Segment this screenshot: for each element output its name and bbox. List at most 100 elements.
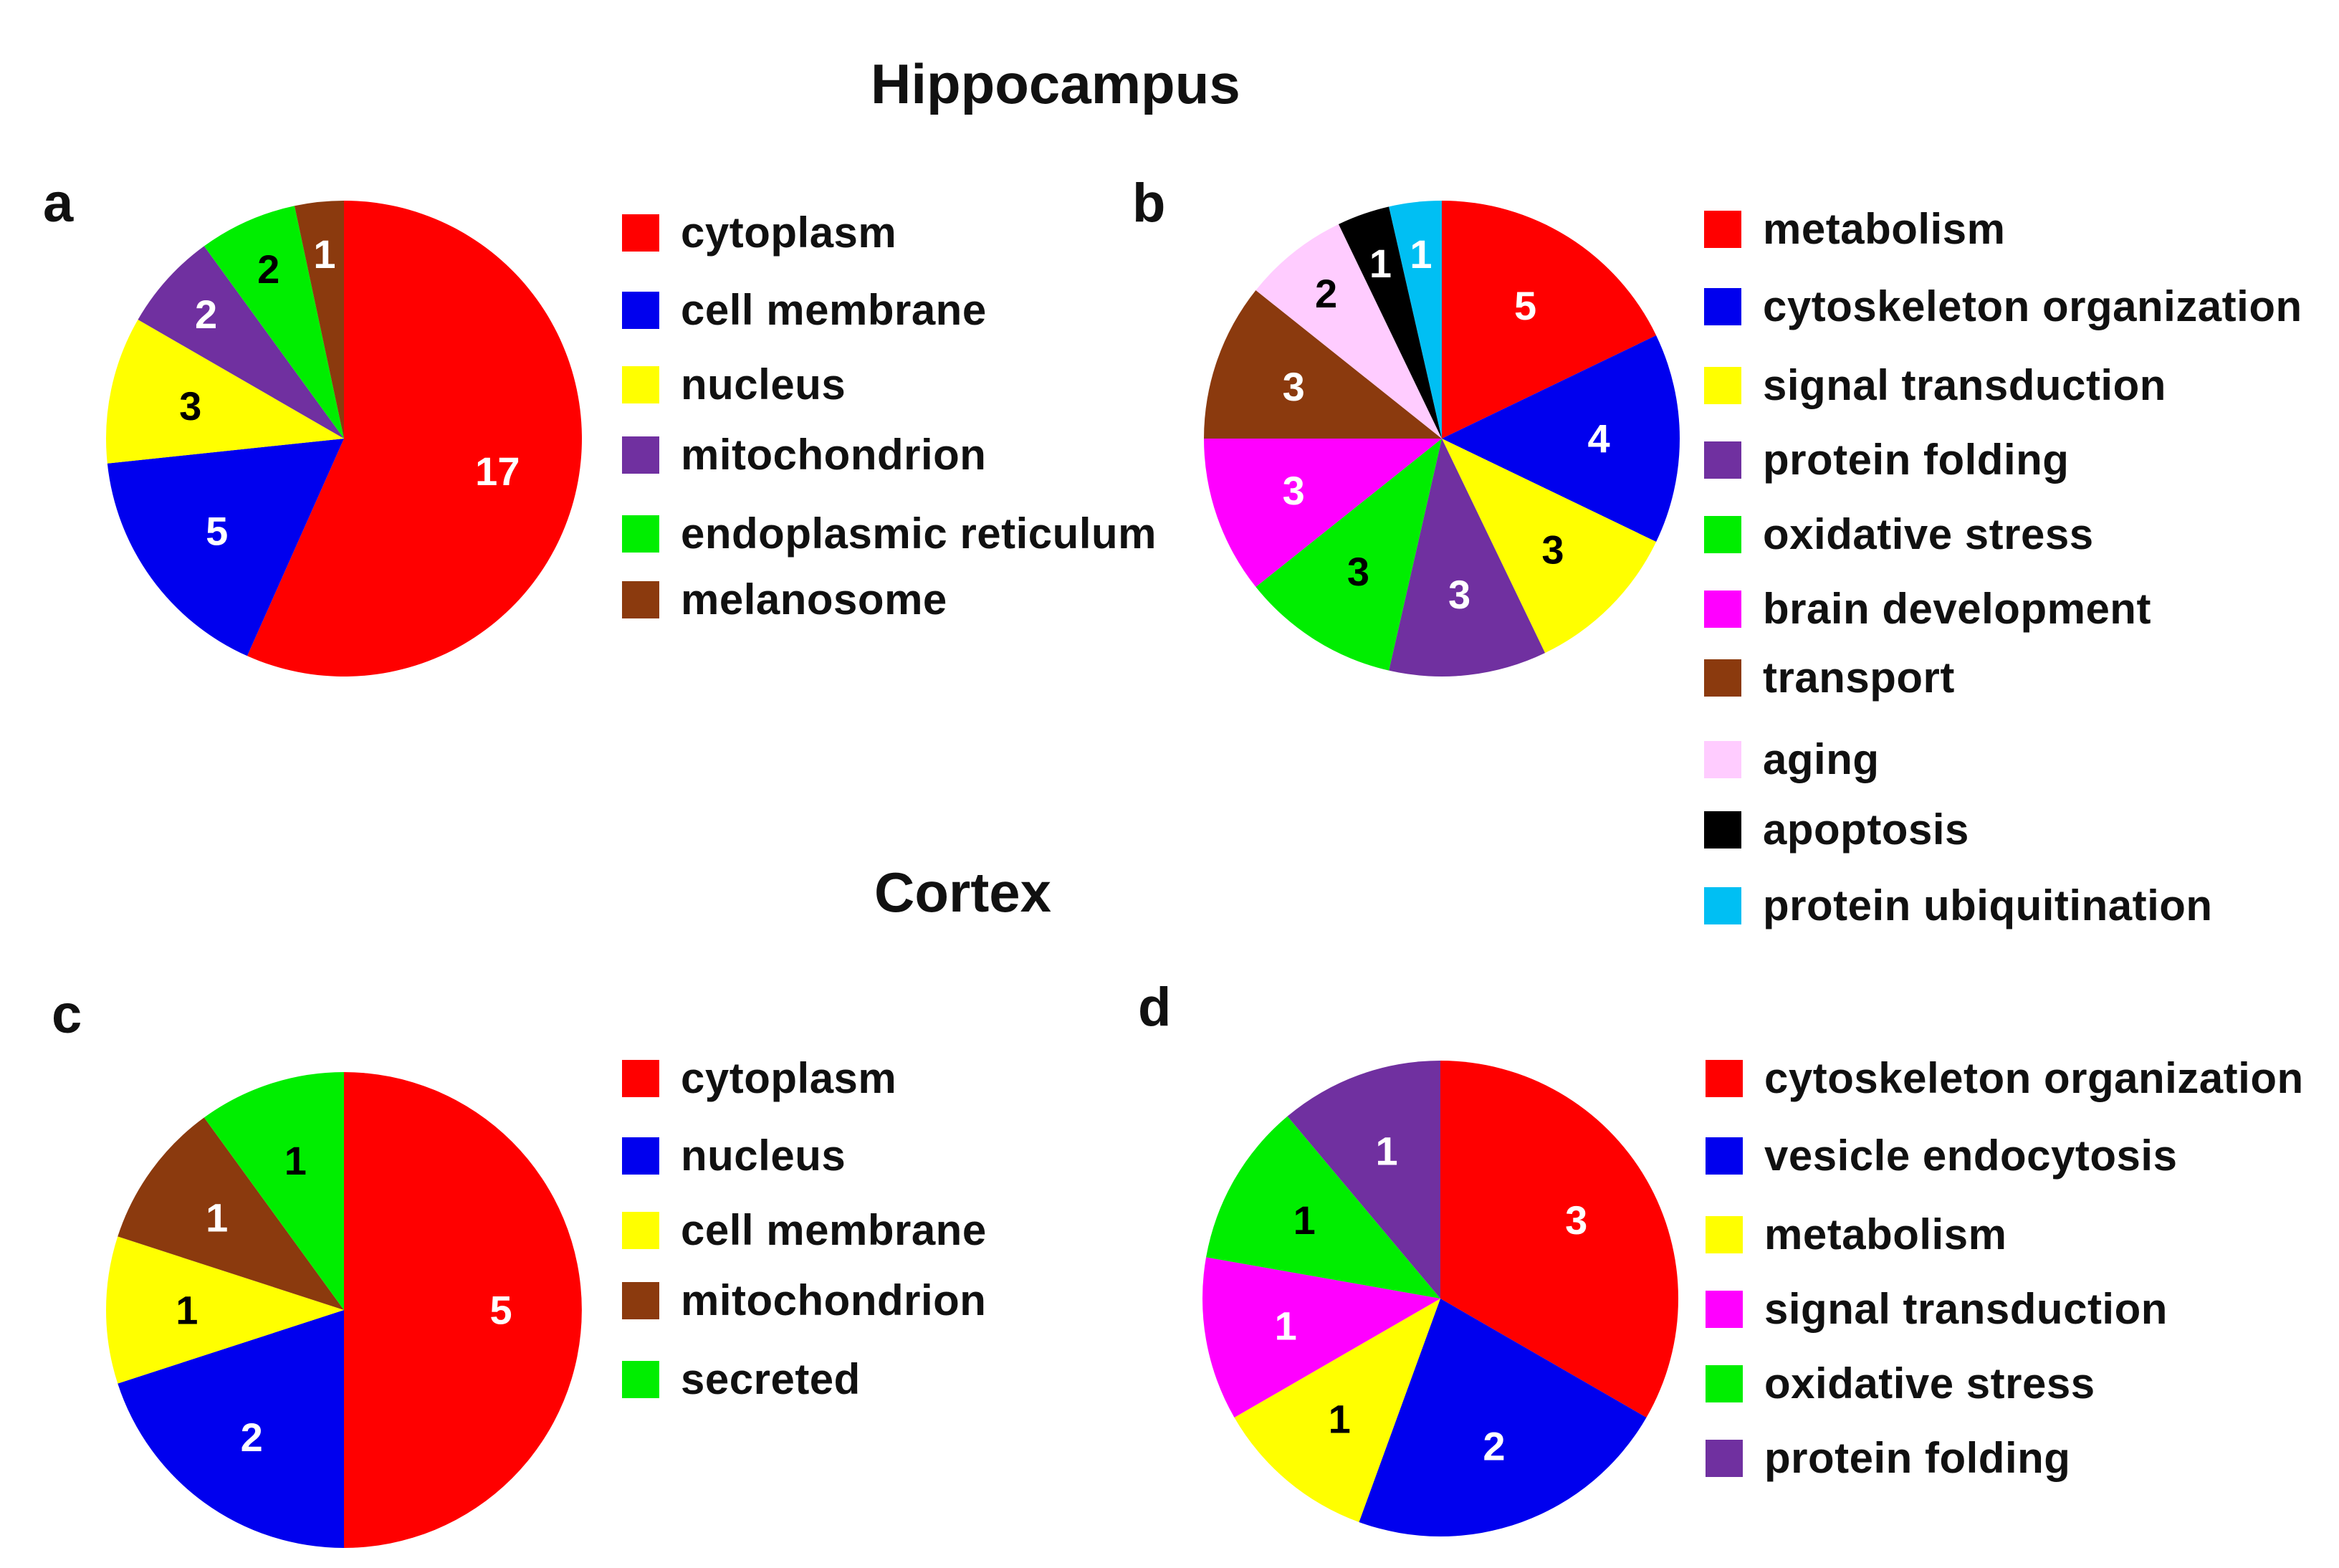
pie-c-slice-cytoplasm (344, 1072, 582, 1548)
legend-label: mitochondrion (681, 431, 987, 479)
pie-c-slice-cell-membrane (106, 1236, 344, 1384)
legend-b-item-apoptosis: apoptosis (1704, 805, 1969, 854)
legend-a-item-cell-membrane: cell membrane (622, 285, 987, 335)
legend-a-item-cytoplasm: cytoplasm (622, 208, 896, 257)
legend-c-item-nucleus: nucleus (622, 1131, 846, 1180)
legend-label: cell membrane (681, 1206, 987, 1254)
legend-label: metabolism (1763, 205, 2006, 253)
pie-a-slice-endoplasmic-reticulum (204, 206, 344, 439)
legend-a-item-mitochondrion: mitochondrion (622, 430, 986, 479)
legend-b-item-metabolism: metabolism (1704, 204, 2005, 254)
pie-b-slice-cytoskeleton-organization (1442, 335, 1680, 542)
pie-c-slice-nucleus (118, 1310, 344, 1548)
legend-swatch (622, 365, 659, 403)
legend-c-item-mitochondrion: mitochondrion (622, 1276, 986, 1325)
legend-swatch (622, 214, 659, 252)
pie-c-slice-mitochondrion (118, 1117, 344, 1310)
pie-b-slice-metabolism (1442, 201, 1657, 439)
pie-c-value-label: 1 (284, 1138, 307, 1183)
legend-b-item-aging: aging (1704, 735, 1880, 784)
pie-b-value-label: 2 (1315, 271, 1337, 316)
legend-swatch (622, 580, 659, 618)
pie-b-value-label: 1 (1369, 241, 1392, 286)
pie-c-value-label: 2 (241, 1415, 263, 1460)
legend-swatch (1704, 590, 1741, 628)
legend-label: oxidative stress (1763, 510, 2094, 558)
legend-c: cytoplasm nucleus cell membrane mitochondri… (622, 1053, 1124, 1412)
legend-swatch (1704, 811, 1741, 848)
pie-chart-c: 5 2 1 1 1 (106, 1072, 582, 1548)
legend-a-item-endoplasmic-reticulum: endoplasmic reticulum (622, 509, 1157, 558)
legend-label: cytoskeleton organization (1763, 282, 2302, 330)
legend-label: secreted (681, 1355, 861, 1403)
legend-label: signal transduction (1764, 1285, 2168, 1333)
legend-label: transport (1763, 654, 1955, 702)
pie-d-value-label: 1 (1329, 1396, 1351, 1441)
pie-c-value-label: 1 (206, 1195, 228, 1240)
pie-d-slice-cytoskeleton-organization (1440, 1061, 1678, 1418)
legend-label: nucleus (681, 360, 846, 408)
legend-label: signal transduction (1763, 361, 2166, 409)
pie-c-value-label: 5 (490, 1288, 512, 1333)
pie-chart-d: 3 2 1 1 1 1 (1202, 1061, 1678, 1536)
pie-b-slice-signal-transduction (1442, 439, 1657, 654)
pie-b-value-label: 4 (1588, 416, 1610, 462)
legend-swatch (1706, 1137, 1743, 1175)
pie-b-value-label: 3 (1541, 527, 1564, 572)
pie-b-slice-apoptosis (1338, 206, 1442, 439)
legend-label: apoptosis (1763, 805, 1969, 854)
legend-b-item-transport: transport (1704, 653, 1955, 702)
legend-label: nucleus (681, 1132, 846, 1180)
legend-c-item-cytoplasm: cytoplasm (622, 1053, 896, 1103)
legend-label: oxidative stress (1764, 1359, 2095, 1407)
pie-a-slice-nucleus (106, 320, 344, 464)
pie-d-value-label: 2 (1483, 1423, 1505, 1468)
panel-letter-a: a (43, 173, 74, 234)
legend-swatch (1706, 1439, 1743, 1477)
legend-label: metabolism (1764, 1210, 2007, 1258)
pie-a-slice-cell-membrane (107, 439, 344, 656)
legend-b-item-signal-transduction: signal transduction (1704, 360, 2166, 410)
pie-d-slice-oxidative-stress (1206, 1116, 1440, 1299)
panel-letter-d: d (1138, 977, 1172, 1038)
pie-b-value-label: 3 (1283, 468, 1305, 513)
legend-label: mitochondrion (681, 1276, 987, 1324)
legend-label: cytoskeleton organization (1764, 1054, 2304, 1102)
pie-b-slice-protein-folding (1389, 439, 1546, 677)
legend-label: endoplasmic reticulum (681, 510, 1157, 558)
pie-b-slice-aging (1255, 224, 1442, 439)
pie-a-value-label: 5 (206, 508, 228, 553)
legend-label: protein ubiquitination (1763, 881, 2213, 929)
legend-d-item-protein-folding: protein folding (1706, 1433, 2070, 1483)
legend-swatch (1704, 740, 1741, 778)
pie-b-value-label: 3 (1448, 572, 1470, 617)
legend-label: cell membrane (681, 286, 987, 334)
legend-swatch (622, 1137, 659, 1175)
legend-a-item-nucleus: nucleus (622, 360, 846, 409)
legend-d-item-vesicle-endocytosis: vesicle endocytosis (1706, 1131, 2177, 1180)
legend-label: vesicle endocytosis (1764, 1132, 2178, 1180)
pie-a-value-label: 2 (257, 247, 279, 292)
legend-d-item-signal-transduction: signal transduction (1706, 1284, 2168, 1334)
legend-b-item-protein-folding: protein folding (1704, 435, 2069, 484)
pie-a-slice-mitochondrion (138, 246, 345, 439)
pie-a-slice-melanosome (294, 201, 344, 439)
pie-b-slice-brain-development (1204, 439, 1442, 587)
panel-letter-c: c (52, 984, 82, 1045)
legend-swatch (1706, 1059, 1743, 1097)
pie-d-value-label: 1 (1375, 1129, 1397, 1174)
pie-b-value-label: 3 (1283, 364, 1305, 409)
legend-swatch (622, 515, 659, 553)
legend-swatch (622, 291, 659, 329)
legend-swatch (622, 1360, 659, 1398)
legend-label: cytoplasm (681, 1054, 897, 1102)
pie-a-value-label: 2 (195, 292, 217, 337)
legend-label: protein folding (1763, 436, 2070, 484)
pie-d-slice-vesicle-endocytosis (1359, 1299, 1647, 1536)
pie-b-slice-oxidative-stress (1255, 439, 1442, 671)
pie-b-value-label: 5 (1514, 283, 1536, 328)
pie-d-slice-signal-transduction (1202, 1257, 1440, 1418)
